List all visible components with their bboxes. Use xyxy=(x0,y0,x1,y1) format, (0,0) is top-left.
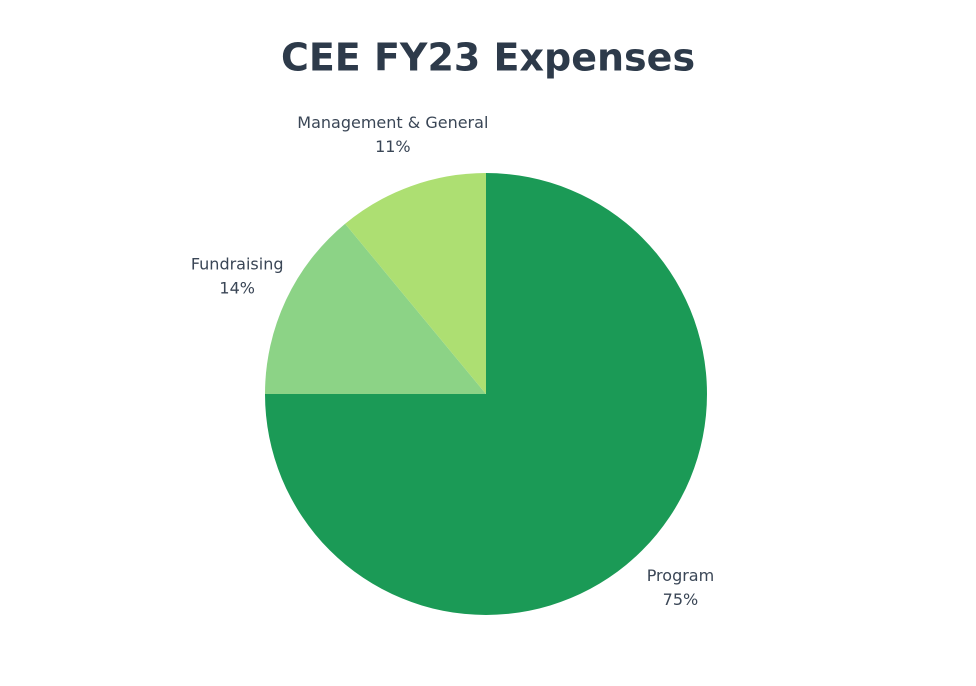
pie-slice xyxy=(265,223,486,394)
slice-value-label: 75% xyxy=(663,590,699,609)
chart-title: CEE FY23 Expenses xyxy=(281,36,695,80)
slice-value-label: 14% xyxy=(219,278,255,297)
slice-label: Program xyxy=(647,566,715,585)
slice-value-label: 11% xyxy=(375,137,411,156)
slice-label: Management & General xyxy=(297,113,488,132)
pie-slice xyxy=(345,173,486,394)
slice-label: Fundraising xyxy=(191,254,284,273)
